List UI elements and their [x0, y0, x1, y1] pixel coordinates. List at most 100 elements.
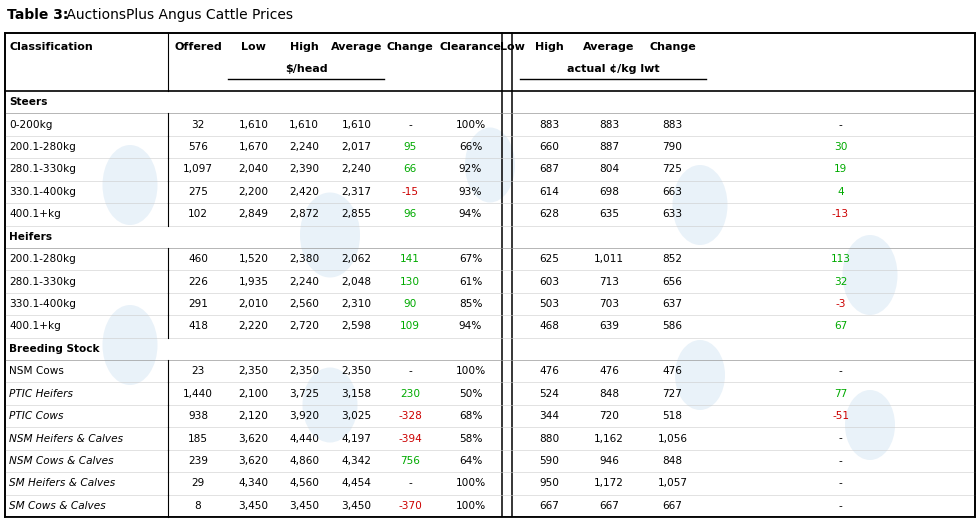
Text: Table 3:: Table 3: [7, 8, 69, 22]
Text: 524: 524 [540, 388, 560, 398]
Text: 4,440: 4,440 [289, 434, 319, 444]
Text: 713: 713 [599, 277, 619, 287]
Ellipse shape [845, 390, 895, 460]
Text: 58%: 58% [459, 434, 482, 444]
Text: 946: 946 [599, 456, 619, 466]
Text: 92%: 92% [459, 164, 482, 174]
Text: 77: 77 [834, 388, 847, 398]
Text: 756: 756 [400, 456, 420, 466]
Text: 2,040: 2,040 [238, 164, 269, 174]
Text: 291: 291 [188, 299, 208, 309]
Text: 95: 95 [404, 142, 416, 152]
Text: 100%: 100% [456, 478, 486, 488]
Text: 3,620: 3,620 [238, 434, 269, 444]
Text: 130: 130 [400, 277, 420, 287]
Text: 4,454: 4,454 [342, 478, 371, 488]
Text: 2,100: 2,100 [238, 388, 269, 398]
Text: 2,350: 2,350 [289, 366, 319, 376]
Text: 4,340: 4,340 [238, 478, 269, 488]
Ellipse shape [843, 235, 898, 315]
Text: PTIC Cows: PTIC Cows [9, 411, 64, 421]
Text: 275: 275 [188, 187, 208, 197]
Text: Classification: Classification [9, 42, 93, 52]
Text: 633: 633 [662, 209, 682, 219]
Text: 637: 637 [662, 299, 682, 309]
Text: 3,158: 3,158 [341, 388, 371, 398]
Text: 3,620: 3,620 [238, 456, 269, 466]
Text: 344: 344 [540, 411, 560, 421]
Text: 66%: 66% [459, 142, 482, 152]
Text: 656: 656 [662, 277, 682, 287]
Text: 4,342: 4,342 [341, 456, 371, 466]
Text: 32: 32 [191, 120, 205, 130]
Text: 3,920: 3,920 [289, 411, 319, 421]
Text: 1,520: 1,520 [238, 254, 269, 264]
Text: 848: 848 [662, 456, 682, 466]
Text: 185: 185 [188, 434, 208, 444]
Text: -: - [408, 366, 412, 376]
Ellipse shape [465, 128, 515, 203]
Text: 1,440: 1,440 [183, 388, 213, 398]
Ellipse shape [103, 145, 158, 225]
Text: 476: 476 [662, 366, 682, 376]
Text: High: High [290, 42, 318, 52]
Text: 1,610: 1,610 [238, 120, 269, 130]
Text: -: - [839, 120, 843, 130]
Text: 660: 660 [540, 142, 560, 152]
Text: 23: 23 [191, 366, 205, 376]
Text: 1,610: 1,610 [289, 120, 319, 130]
Text: 4,560: 4,560 [289, 478, 319, 488]
Text: Average: Average [331, 42, 382, 52]
Text: 2,872: 2,872 [289, 209, 319, 219]
Text: 418: 418 [188, 321, 208, 331]
Text: 94%: 94% [459, 321, 482, 331]
Text: Average: Average [583, 42, 635, 52]
Text: 1,097: 1,097 [183, 164, 213, 174]
Text: 141: 141 [400, 254, 420, 264]
Text: 8: 8 [195, 501, 201, 511]
Text: Low: Low [241, 42, 266, 52]
Text: 109: 109 [400, 321, 420, 331]
Text: PTIC Heifers: PTIC Heifers [9, 388, 73, 398]
Text: 330.1-400kg: 330.1-400kg [9, 187, 76, 197]
Text: 2,350: 2,350 [341, 366, 371, 376]
Text: 2,200: 2,200 [238, 187, 269, 197]
Text: 2,390: 2,390 [289, 164, 319, 174]
Text: 639: 639 [599, 321, 619, 331]
Text: 50%: 50% [459, 388, 482, 398]
Text: 96: 96 [404, 209, 416, 219]
Text: 687: 687 [540, 164, 560, 174]
Text: 2,017: 2,017 [341, 142, 371, 152]
Text: 4: 4 [837, 187, 844, 197]
Text: -: - [839, 456, 843, 466]
Text: Change: Change [387, 42, 433, 52]
Text: 61%: 61% [459, 277, 482, 287]
Text: NSM Cows: NSM Cows [9, 366, 64, 376]
Text: 280.1-330kg: 280.1-330kg [9, 277, 76, 287]
Text: 1,610: 1,610 [341, 120, 371, 130]
Text: Heifers: Heifers [9, 232, 52, 242]
Text: 113: 113 [830, 254, 851, 264]
Text: 625: 625 [540, 254, 560, 264]
Text: 3,450: 3,450 [341, 501, 371, 511]
Text: 887: 887 [599, 142, 619, 152]
Text: 400.1+kg: 400.1+kg [9, 321, 61, 331]
Text: NSM Cows & Calves: NSM Cows & Calves [9, 456, 114, 466]
Text: 66: 66 [404, 164, 416, 174]
Text: 2,240: 2,240 [289, 142, 319, 152]
Text: 330.1-400kg: 330.1-400kg [9, 299, 76, 309]
Text: Clearance: Clearance [440, 42, 502, 52]
Text: 90: 90 [404, 299, 416, 309]
Text: 29: 29 [191, 478, 205, 488]
Text: 2,062: 2,062 [341, 254, 371, 264]
Text: 102: 102 [188, 209, 208, 219]
Text: 1,172: 1,172 [594, 478, 624, 488]
Text: 100%: 100% [456, 366, 486, 376]
Text: 2,048: 2,048 [341, 277, 371, 287]
Text: -: - [839, 434, 843, 444]
Text: 400.1+kg: 400.1+kg [9, 209, 61, 219]
Text: 2,010: 2,010 [238, 299, 269, 309]
Text: 1,056: 1,056 [658, 434, 688, 444]
Text: 880: 880 [539, 434, 560, 444]
Text: 883: 883 [599, 120, 619, 130]
